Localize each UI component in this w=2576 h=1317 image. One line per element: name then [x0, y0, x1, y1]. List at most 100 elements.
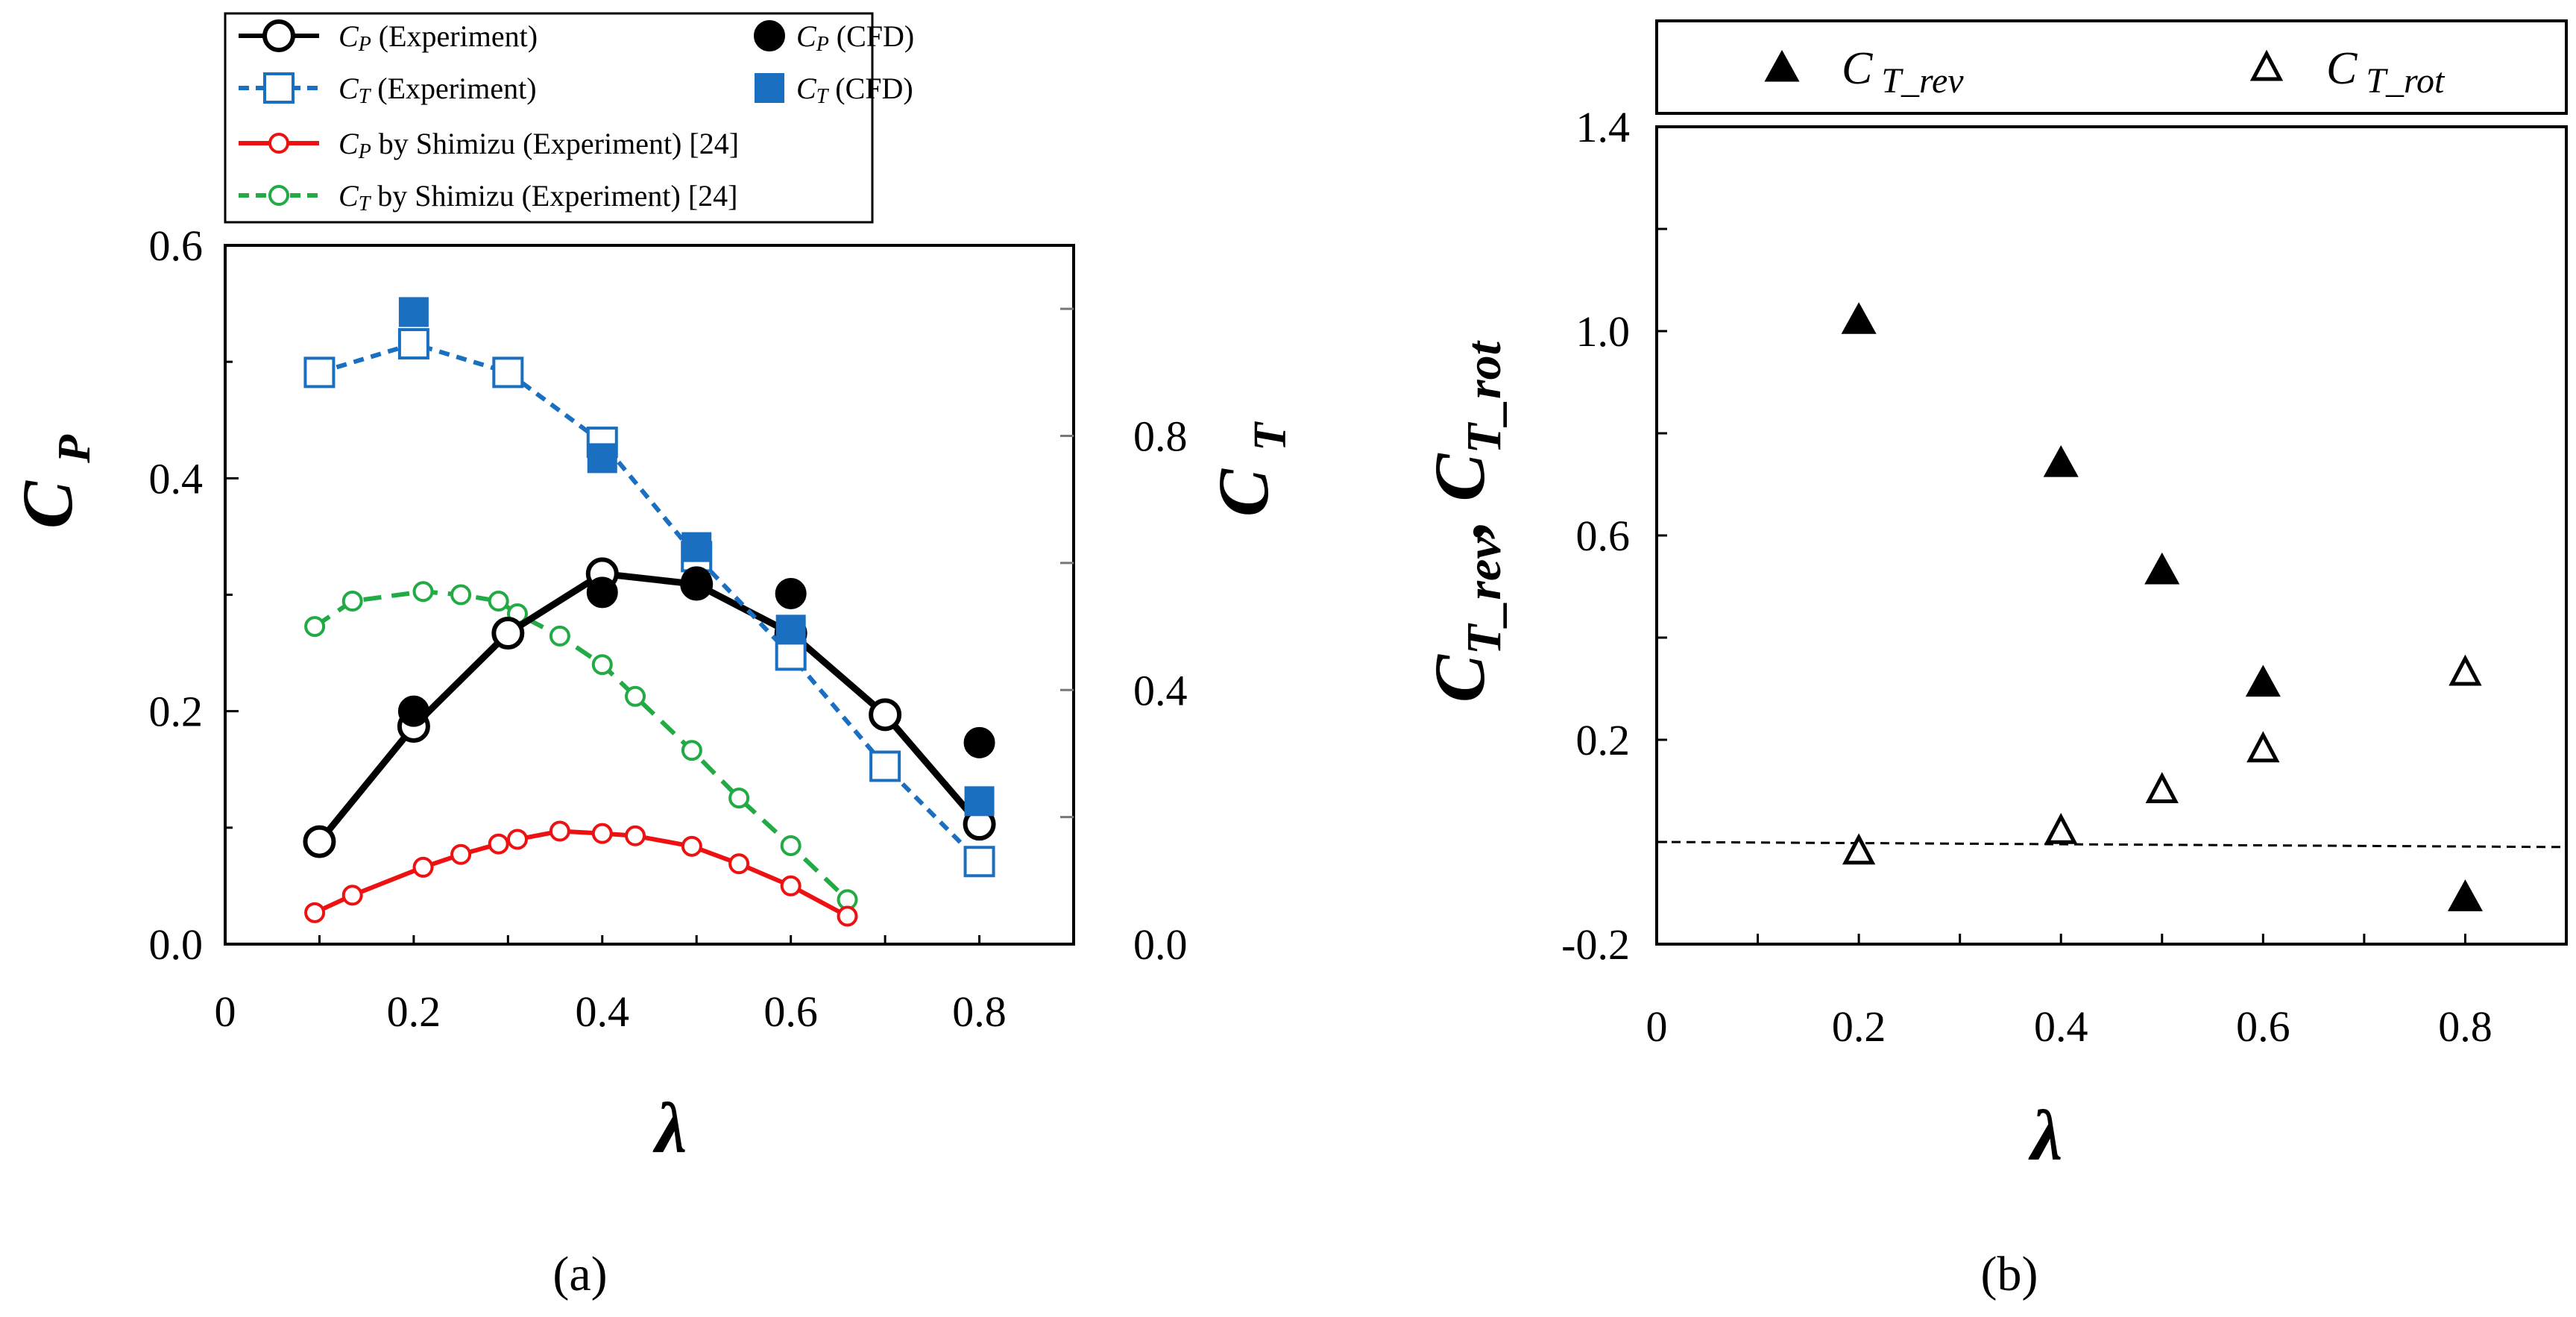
- legend-label-0: CP (Experiment): [338, 19, 538, 56]
- series-line-4: [313, 829, 848, 919]
- panel-b-ticks: -0.2 0.2 0.6 1.0 1.4 0 0.2 0.4 0.6 0.8: [1561, 103, 2568, 1051]
- panel-b-ylabel-sub2: T_rot: [1457, 340, 1511, 453]
- data-point-4: [549, 820, 570, 842]
- data-point-1: [586, 576, 618, 609]
- legend-label-0-sym: C: [338, 19, 359, 53]
- data-point-5: [780, 834, 802, 856]
- legend-label-5-sym: C: [338, 179, 359, 213]
- data-point-2: [492, 356, 524, 389]
- data-point-0: [869, 698, 902, 732]
- data-point-5: [681, 740, 702, 761]
- data-point-1: [963, 726, 995, 758]
- legend-label-3-rest: (CFD): [828, 72, 913, 105]
- panel-a-y2-tick-label: 0.8: [1133, 412, 1188, 461]
- panel-b-ylabel-sub1: T_rev: [1457, 537, 1511, 655]
- panel-b-legend-box: [1655, 19, 2568, 115]
- data-point-4: [780, 875, 802, 896]
- panel-b-chart: -0.20.20.61.01.40 0.2 0.4 0.6 0.8 C T_rev C T…: [1420, 19, 2568, 1301]
- data-point-2: [397, 328, 429, 360]
- panel-b-y-tick-label: 1.4: [1576, 103, 1631, 151]
- legend-label-b-0: C T_rev: [1842, 43, 1964, 101]
- legend-label-2: CT (Experiment): [338, 72, 537, 108]
- data-point-ct-rot: [2044, 812, 2078, 844]
- panel-b-y-tick-label: 1.0: [1576, 307, 1631, 356]
- legend-label-b-1-sym: C: [2326, 43, 2358, 94]
- panel-a-chart: 0.00.20.40.60.00.40.80 0.2 0.4 0.6 0.8 CP (E…: [7, 12, 1296, 1301]
- data-point-2: [775, 639, 807, 671]
- panel-b-plot-frame: [1655, 125, 2568, 946]
- legend-label-5-sub: T: [359, 192, 372, 216]
- panel-a-legend: CP (Experiment) CP (CFD)CT (Experiment) CT…: [224, 12, 914, 224]
- panel-b-x-axis-title: λ: [2028, 1096, 2063, 1175]
- panel-a-y2-tick-label: 0.0: [1133, 920, 1188, 969]
- legend-label-1-sym: C: [796, 19, 817, 53]
- data-point-3: [681, 532, 712, 562]
- legend-label-1-rest: (CFD): [829, 19, 914, 53]
- panel-b-x-tick-label: 0.4: [2034, 1002, 2088, 1051]
- legend-label-b-1-sub: T_rot: [2357, 61, 2446, 101]
- legend-label-5: CT by Shimizu (Experiment) [24]: [338, 179, 738, 216]
- data-point-ct-rot: [1842, 833, 1876, 865]
- data-point-1: [681, 566, 713, 598]
- panel-a-y-tick-label: 0.2: [149, 688, 204, 736]
- data-point-5: [450, 584, 472, 606]
- data-point-1: [775, 577, 807, 609]
- data-point-0: [491, 617, 525, 650]
- data-point-0: [303, 825, 336, 858]
- data-point-5: [728, 788, 750, 809]
- data-point-3: [587, 443, 617, 474]
- panel-a-x-tick-label: 0.4: [576, 987, 630, 1036]
- panel-a-y2label-sub: T: [1245, 421, 1296, 451]
- panel-a-y2-axis-title: C T: [1203, 421, 1296, 517]
- legend-marker-5: [268, 185, 289, 206]
- legend-label-4-rest: by Shimizu (Experiment) [24]: [371, 127, 739, 160]
- panel-b-label: (b): [1981, 1247, 2038, 1301]
- data-point-4: [341, 884, 363, 906]
- legend-label-4: CP by Shimizu (Experiment) [24]: [338, 127, 739, 163]
- legend-label-4-sub: P: [358, 140, 371, 163]
- legend-label-2-sym: C: [338, 72, 359, 105]
- legend-marker-0: [262, 19, 295, 52]
- data-point-4: [837, 905, 858, 927]
- panel-a-series: [303, 297, 996, 927]
- panel-b-y-tick-label: -0.2: [1561, 920, 1630, 969]
- data-point-4: [488, 833, 509, 855]
- data-point-3: [964, 786, 995, 817]
- panel-a-x-tick-label: 0.2: [387, 987, 441, 1036]
- data-point-3: [775, 615, 806, 645]
- panel-b-y-tick-label: 0.6: [1576, 512, 1631, 560]
- data-point-4: [304, 902, 326, 923]
- panel-a-ylabel-text: C: [7, 480, 87, 529]
- data-point-2: [869, 750, 901, 782]
- data-point-5: [488, 591, 509, 612]
- data-point-4: [450, 843, 472, 865]
- panel-b-series: [1656, 302, 2567, 911]
- panel-b-ylabel-sep: ,: [1420, 501, 1499, 539]
- legend-label-1: CP (CFD): [796, 19, 914, 56]
- panel-b-y-tick-label: 0.2: [1576, 716, 1631, 764]
- legend-marker-1: [754, 20, 785, 51]
- panel-b-ylabel-c2: C: [1420, 453, 1499, 501]
- data-point-4: [412, 856, 434, 878]
- legend-marker-b-1: [2249, 49, 2284, 81]
- data-point-ct-rot: [2246, 731, 2280, 763]
- legend-label-3-sub: T: [816, 85, 830, 108]
- legend-label-3-sym: C: [796, 72, 817, 105]
- data-point-2: [963, 846, 995, 878]
- data-point-5: [412, 581, 434, 603]
- data-point-ct-rev: [2043, 444, 2079, 477]
- data-point-ct-rot: [2449, 654, 2482, 686]
- legend-marker-b-0: [1764, 49, 1800, 82]
- panel-a-y-tick-label: 0.6: [149, 221, 204, 270]
- panel-a-ticks: 0.0 0.2 0.4 0.6 0.0 0.4 0.8 0 0.2 0.4 0.6 0.8: [149, 221, 1188, 1036]
- legend-label-b-0-sym: C: [1842, 43, 1873, 94]
- data-point-ct-rev: [1841, 302, 1877, 334]
- data-point-1: [397, 695, 429, 727]
- panel-a-y-tick-label: 0.0: [149, 920, 204, 969]
- legend-marker-3: [755, 73, 784, 103]
- panel-a-x-tick-label: 0.6: [763, 987, 818, 1036]
- legend-label-2-sub: T: [359, 85, 372, 108]
- legend-label-b-1: C T_rot: [2326, 43, 2446, 101]
- data-point-3: [398, 297, 429, 327]
